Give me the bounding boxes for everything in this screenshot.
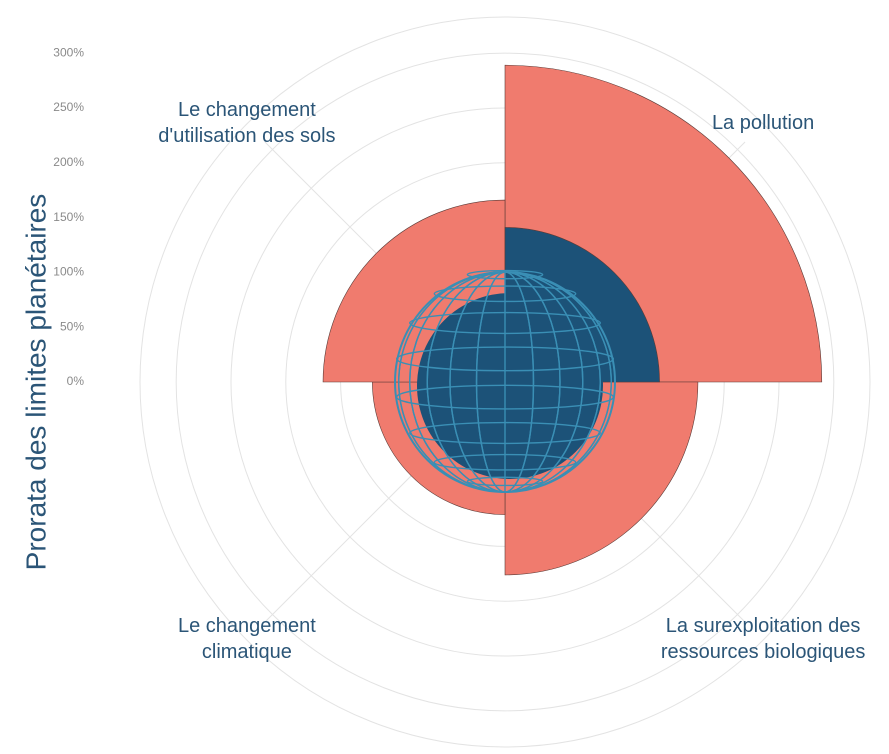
y-tick-label: 100% [53, 265, 84, 279]
chart: Prorata des limites planétaires 0% 50% 100… [0, 0, 889, 749]
globe [395, 271, 615, 492]
y-tick-label: 300% [53, 45, 84, 59]
y-tick-label: 250% [53, 100, 84, 114]
y-tick-label: 200% [53, 155, 84, 169]
category-label: La pollution [712, 112, 814, 134]
y-axis-title: Prorata des limites planétaires [20, 194, 51, 571]
y-tick-label: 150% [53, 210, 84, 224]
y-tick-label: 50% [60, 319, 84, 333]
y-tick-label: 0% [67, 374, 85, 388]
